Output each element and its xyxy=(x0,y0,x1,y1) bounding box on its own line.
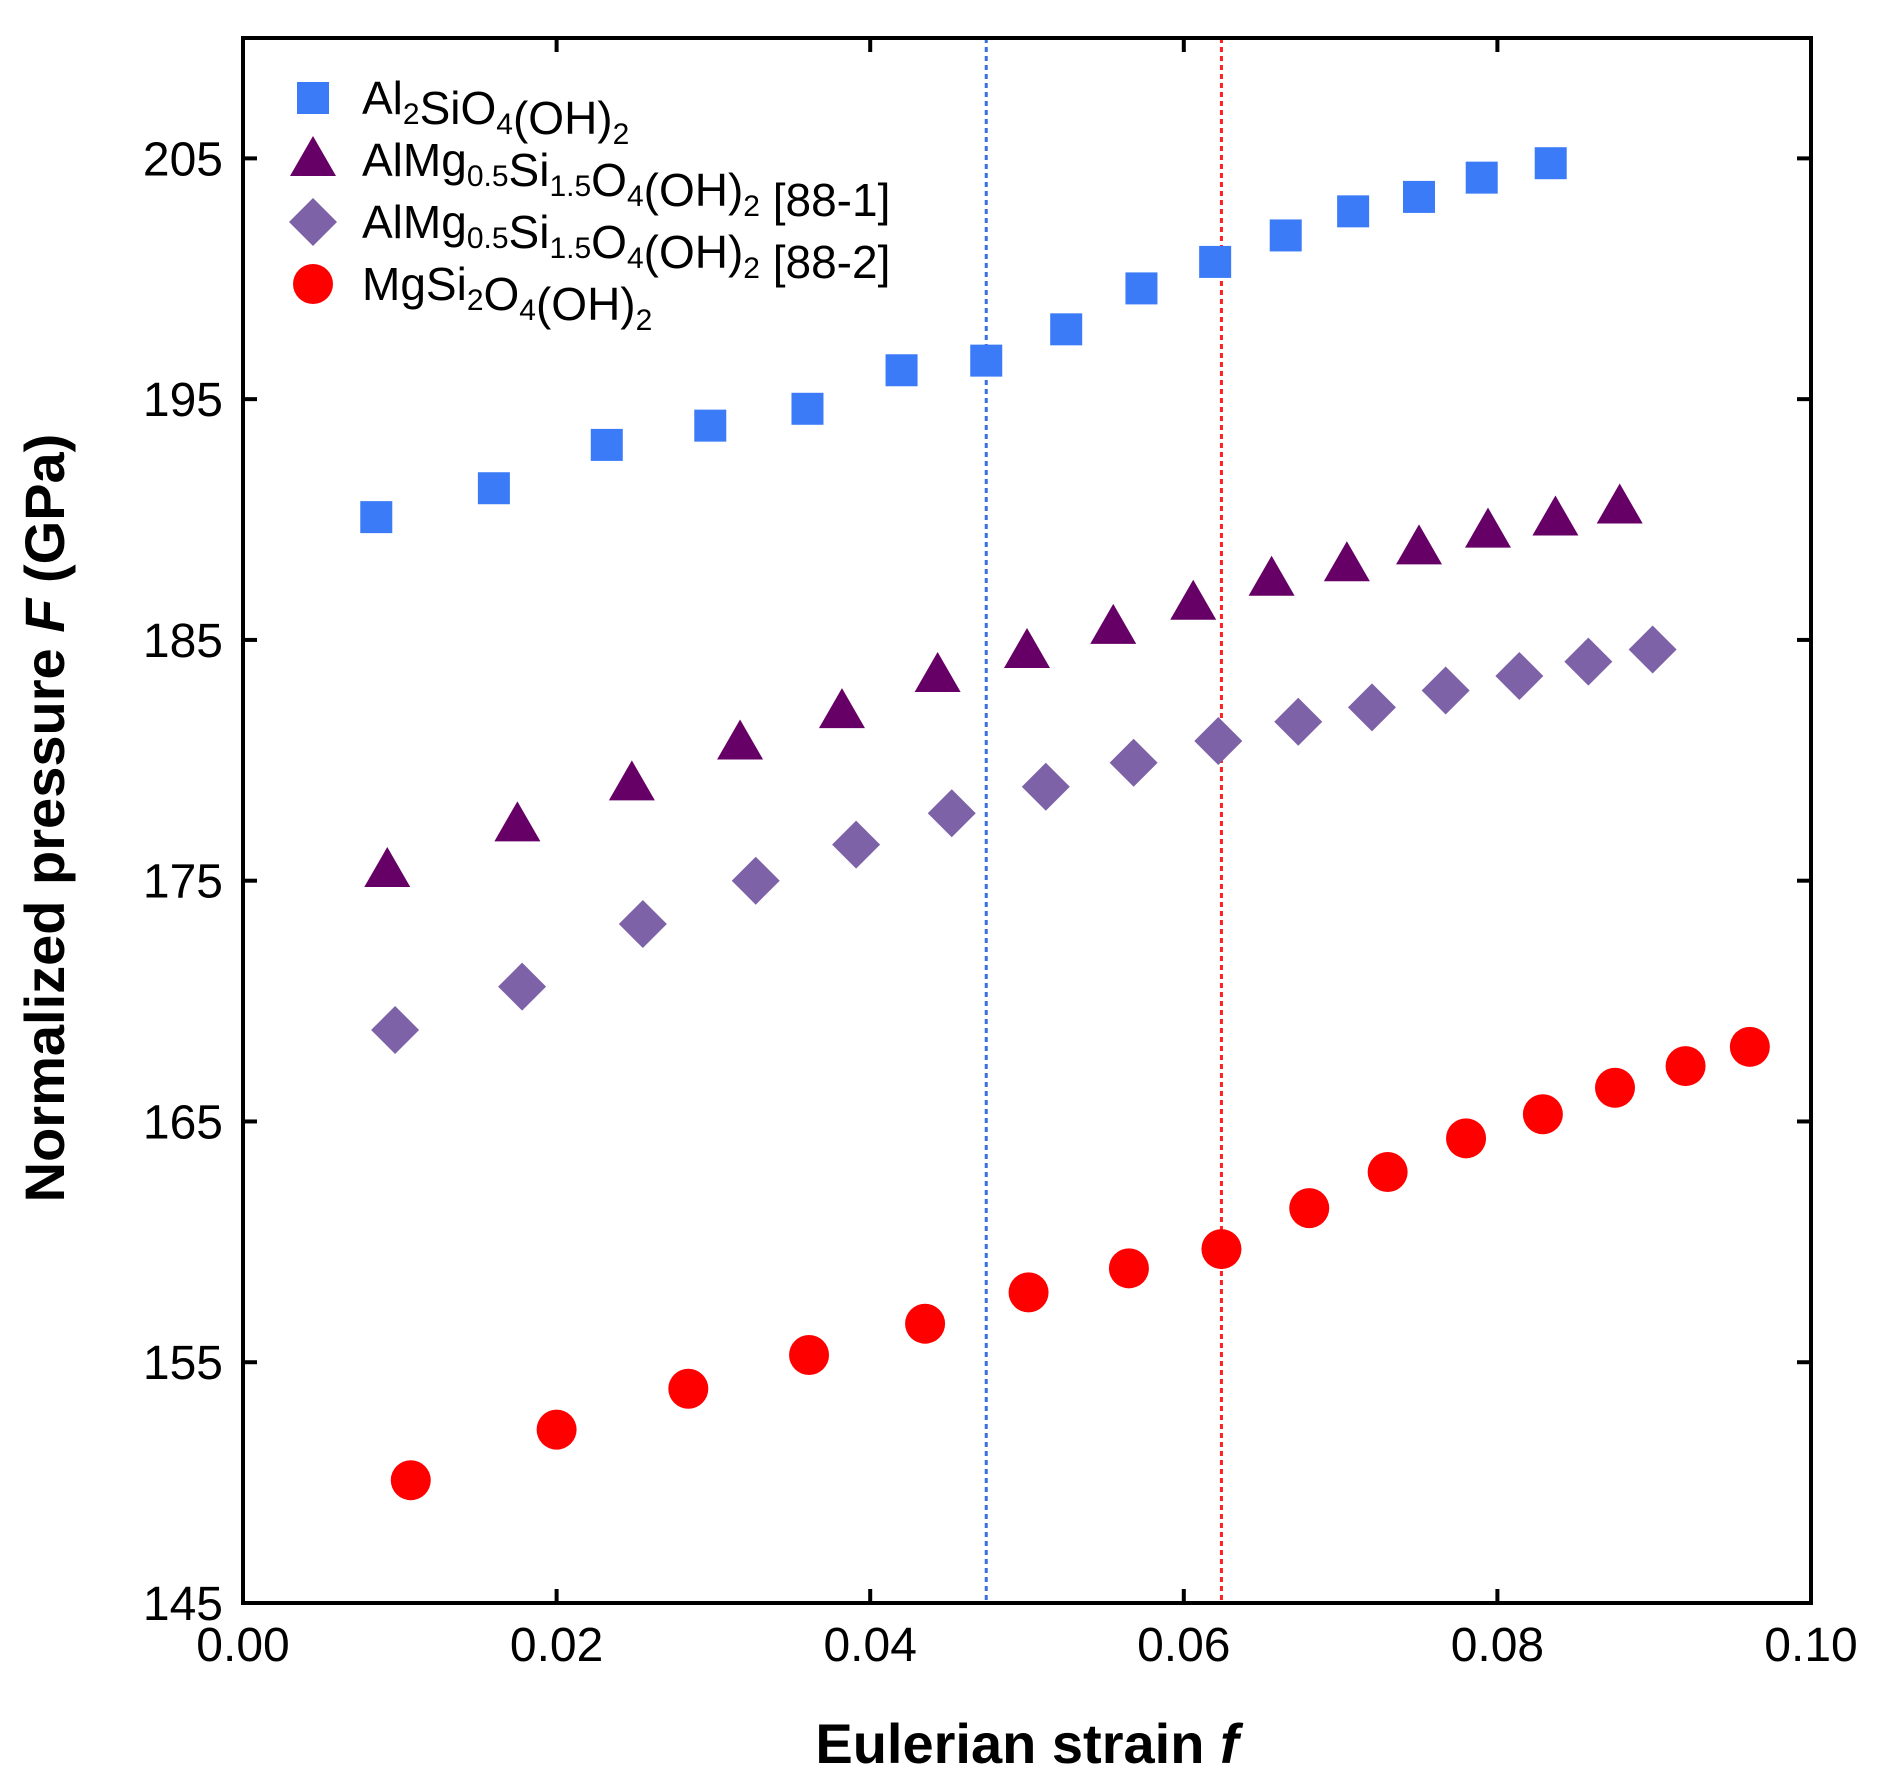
point-triangle xyxy=(364,847,411,888)
y-tick-label: 195 xyxy=(143,374,223,427)
point-circle xyxy=(536,1409,577,1450)
legend-marker-diamond xyxy=(289,198,337,246)
y-tick-label: 145 xyxy=(143,1578,223,1631)
series-2 xyxy=(364,483,1643,888)
point-square xyxy=(791,392,824,425)
point-diamond xyxy=(1274,697,1323,746)
y-tick-label: 175 xyxy=(143,856,223,909)
point-diamond xyxy=(1628,625,1677,674)
x-tick-label: 0.06 xyxy=(1137,1619,1230,1672)
axis-ticks: 0.00 0.02 0.04 0.06 0.08 0.10 145 155 165 175 185 1… xyxy=(143,38,1858,1672)
point-circle xyxy=(1289,1188,1330,1229)
point-triangle xyxy=(818,688,865,729)
point-triangle xyxy=(1170,579,1217,620)
point-square xyxy=(1125,272,1158,305)
point-diamond xyxy=(498,962,547,1011)
point-diamond xyxy=(1347,683,1396,732)
series-1 xyxy=(360,147,1567,534)
legend-marker-triangle xyxy=(290,136,336,176)
point-square xyxy=(1534,147,1567,180)
series-4 xyxy=(390,1026,1770,1501)
point-diamond xyxy=(731,856,780,905)
reference-lines xyxy=(984,38,1223,1603)
x-tick-label: 0.00 xyxy=(196,1619,289,1672)
y-tick-label: 185 xyxy=(143,615,223,668)
point-circle xyxy=(1446,1118,1487,1159)
point-diamond xyxy=(618,900,667,949)
x-tick-label: 0.04 xyxy=(823,1619,916,1672)
point-diamond xyxy=(832,820,881,869)
point-diamond xyxy=(1421,666,1470,715)
y-axis-title-text: Normalized pressure xyxy=(13,648,76,1202)
point-circle xyxy=(1367,1152,1408,1193)
point-square xyxy=(477,472,510,505)
point-circle xyxy=(1595,1067,1635,1108)
x-tick-label: 0.08 xyxy=(1451,1619,1544,1672)
point-diamond xyxy=(1564,637,1613,686)
y-axis-unit: (GPa) xyxy=(13,434,76,583)
legend-marker-circle xyxy=(293,264,333,304)
point-square xyxy=(694,409,727,442)
point-circle xyxy=(1665,1046,1706,1087)
y-axis-symbol: F xyxy=(13,597,76,633)
point-diamond xyxy=(1109,738,1158,787)
point-square xyxy=(970,344,1003,377)
point-diamond xyxy=(1495,652,1544,701)
point-triangle xyxy=(717,719,764,760)
point-square xyxy=(360,501,393,534)
point-triangle xyxy=(1090,603,1137,644)
point-triangle xyxy=(1464,507,1511,548)
point-diamond xyxy=(371,1005,420,1054)
point-triangle xyxy=(1248,555,1295,596)
plot-frame xyxy=(241,36,1813,1605)
x-axis-title: Eulerian strain f xyxy=(815,1712,1244,1775)
point-square xyxy=(1199,245,1232,278)
legend-marker-square xyxy=(297,82,329,114)
point-triangle xyxy=(1323,541,1370,582)
point-square xyxy=(1050,313,1083,346)
point-square xyxy=(1465,161,1498,194)
x-axis-title-text: Eulerian strain xyxy=(815,1712,1204,1775)
data-points xyxy=(360,147,1770,1501)
legend-label: Al2SiO4(OH)2 xyxy=(362,72,629,151)
point-circle xyxy=(1008,1272,1049,1313)
point-circle xyxy=(390,1460,431,1501)
point-circle xyxy=(1729,1026,1770,1067)
point-triangle xyxy=(914,652,961,693)
y-tick-label: 155 xyxy=(143,1337,223,1390)
point-diamond xyxy=(1194,717,1243,766)
x-tick-label: 0.02 xyxy=(510,1619,603,1672)
point-square xyxy=(1403,180,1435,213)
point-circle xyxy=(1108,1248,1149,1289)
point-circle xyxy=(668,1368,709,1409)
series-3 xyxy=(371,625,1677,1054)
point-diamond xyxy=(1021,762,1070,811)
y-tick-label: 205 xyxy=(143,133,223,186)
legend-label: AlMg0.5Si1.5O4(OH)2 [88-2] xyxy=(362,196,890,288)
x-axis-symbol: f xyxy=(1220,1712,1244,1775)
point-circle xyxy=(789,1335,830,1376)
x-tick-label: 0.10 xyxy=(1764,1619,1857,1672)
point-triangle xyxy=(608,760,655,801)
point-square xyxy=(885,354,918,387)
point-square xyxy=(590,428,623,461)
point-triangle xyxy=(1396,524,1442,565)
point-triangle xyxy=(1004,627,1050,668)
point-triangle xyxy=(1532,495,1579,536)
y-axis-title: Normalized pressure F (GPa) xyxy=(13,434,76,1203)
point-circle xyxy=(1201,1229,1242,1270)
y-tick-label: 165 xyxy=(143,1096,223,1149)
point-circle xyxy=(1522,1094,1563,1135)
point-triangle xyxy=(494,801,541,842)
point-circle xyxy=(905,1303,946,1344)
point-square xyxy=(1269,219,1302,252)
point-square xyxy=(1337,195,1370,228)
legend-label: AlMg0.5Si1.5O4(OH)2 [88-1] xyxy=(362,134,890,226)
point-triangle xyxy=(1596,483,1643,524)
point-diamond xyxy=(927,789,976,838)
legend-label: MgSi2O4(OH)2 xyxy=(362,258,652,337)
